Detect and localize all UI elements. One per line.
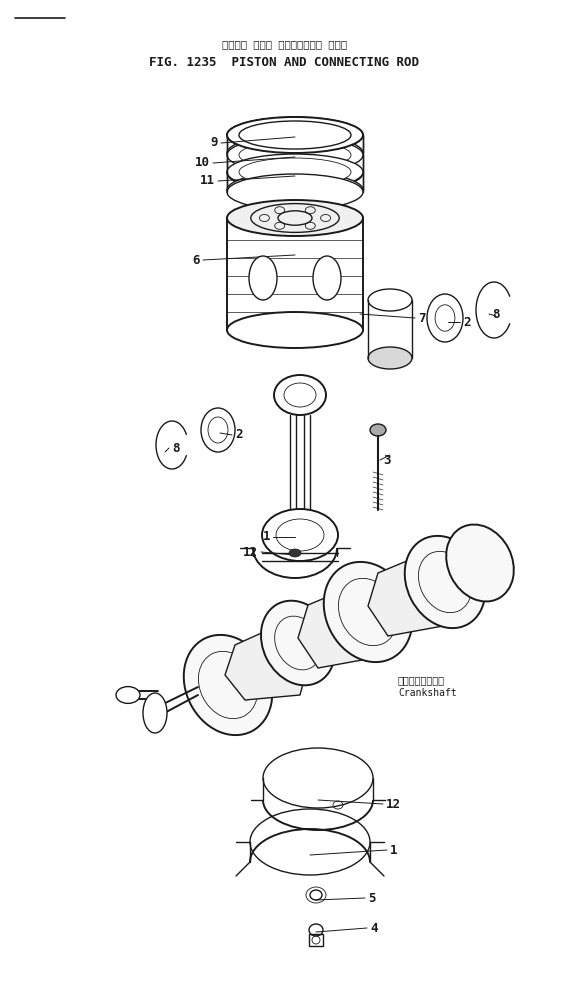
Text: 4: 4 [370, 921, 378, 935]
Bar [309, 934, 323, 946]
Ellipse shape [227, 174, 363, 210]
Text: Crankshaft: Crankshaft [398, 688, 457, 698]
Ellipse shape [368, 289, 412, 311]
Polygon shape [368, 550, 456, 636]
Text: FIG. 1235  PISTON AND CONNECTING ROD: FIG. 1235 PISTON AND CONNECTING ROD [149, 55, 419, 69]
Ellipse shape [227, 117, 363, 153]
Ellipse shape [289, 549, 301, 557]
Text: 9: 9 [211, 137, 218, 149]
Text: ピストン および コネクティング ロッド: ピストン および コネクティング ロッド [222, 39, 346, 49]
Ellipse shape [227, 155, 363, 191]
Text: 8: 8 [492, 308, 499, 320]
Ellipse shape [370, 424, 386, 436]
Text: 6: 6 [193, 254, 200, 266]
Ellipse shape [261, 601, 335, 685]
Ellipse shape [227, 117, 363, 153]
Ellipse shape [249, 256, 277, 300]
Ellipse shape [405, 536, 485, 628]
Ellipse shape [116, 686, 140, 704]
Polygon shape [225, 620, 315, 700]
Text: 8: 8 [172, 441, 179, 454]
Ellipse shape [239, 141, 351, 169]
Ellipse shape [227, 200, 363, 236]
Ellipse shape [262, 509, 338, 561]
Text: 11: 11 [200, 175, 215, 188]
Text: 10: 10 [195, 156, 210, 169]
Text: 2: 2 [463, 316, 470, 328]
Ellipse shape [227, 154, 363, 190]
Ellipse shape [427, 294, 463, 342]
Ellipse shape [227, 135, 363, 171]
Text: 3: 3 [383, 453, 391, 467]
Ellipse shape [227, 312, 363, 348]
Text: 12: 12 [386, 797, 401, 811]
Ellipse shape [446, 525, 514, 602]
Ellipse shape [274, 375, 326, 415]
Ellipse shape [227, 137, 363, 173]
Ellipse shape [201, 408, 235, 452]
Ellipse shape [239, 121, 351, 149]
Text: クランクシャフト: クランクシャフト [398, 675, 445, 685]
Text: 2: 2 [235, 429, 243, 441]
Ellipse shape [239, 121, 351, 149]
Ellipse shape [368, 347, 412, 369]
Polygon shape [298, 582, 386, 668]
Text: 5: 5 [368, 892, 375, 904]
Ellipse shape [184, 635, 272, 735]
Ellipse shape [324, 562, 412, 663]
Text: 1: 1 [262, 531, 270, 544]
Ellipse shape [227, 172, 363, 208]
Text: 12: 12 [243, 546, 258, 558]
Ellipse shape [313, 256, 341, 300]
Text: 1: 1 [390, 843, 398, 856]
Ellipse shape [143, 693, 167, 733]
Text: 7: 7 [418, 312, 425, 324]
Ellipse shape [239, 158, 351, 186]
